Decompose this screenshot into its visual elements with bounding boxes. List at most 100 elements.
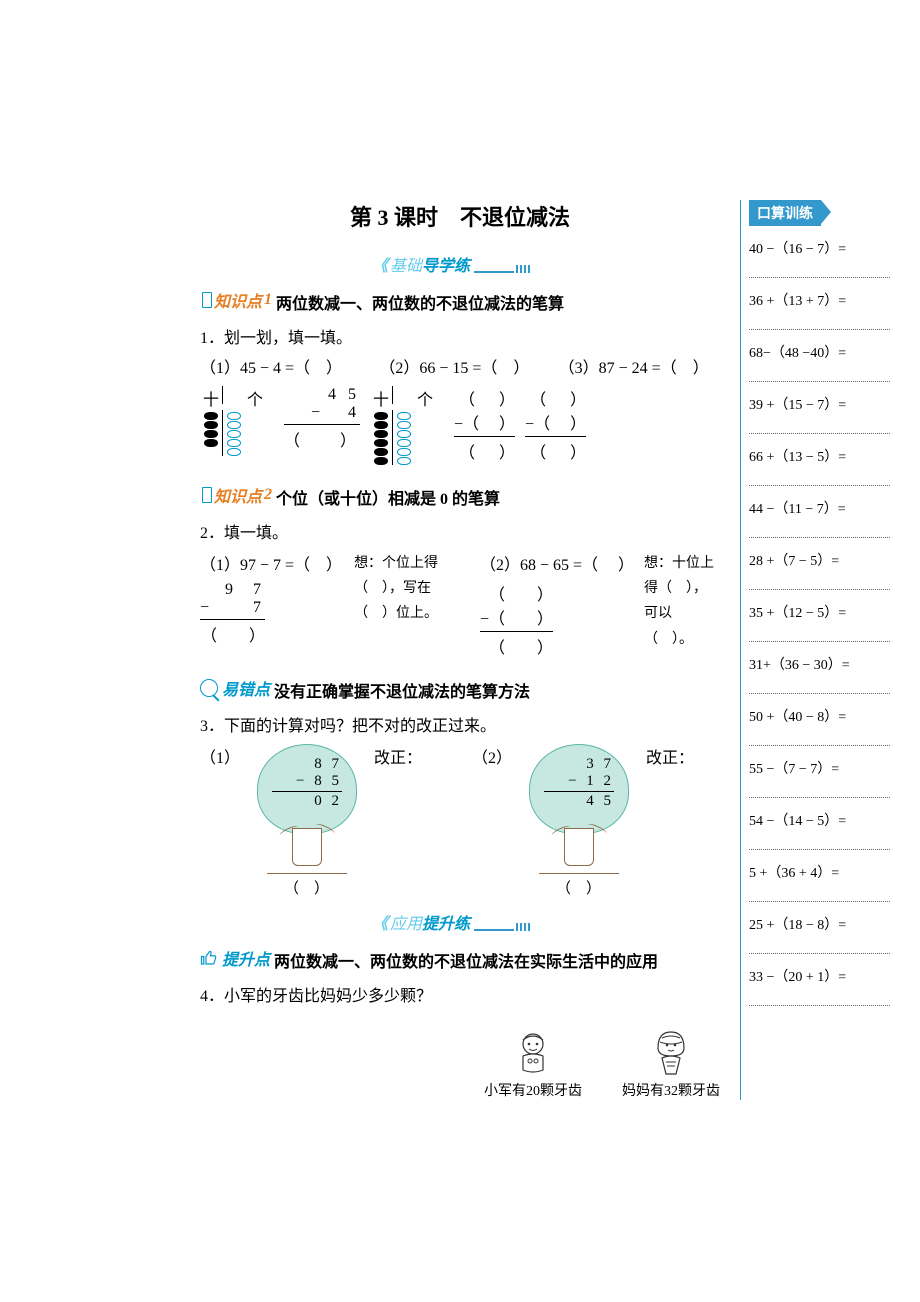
vertical-math-5: （ ） −（ ） （ ） [480, 581, 553, 658]
think-line: 想：个位上得 [354, 551, 438, 576]
think-line: 得（ ）， [644, 576, 720, 601]
kp1-title: 两位数减一、两位数的不退位减法的笔算 [276, 296, 564, 313]
answer-line [749, 472, 890, 486]
math-row: − 8 5 [272, 773, 342, 790]
kp-num: 1 [264, 291, 272, 309]
math-row: −（ ） [454, 410, 515, 434]
kp2-title: 个位（或十位）相减是 0 的笔算 [276, 491, 500, 508]
think-line: 想：十位上 [644, 551, 720, 576]
math-row: 3 7 [544, 756, 614, 773]
kp-prefix: 知识点 [214, 288, 262, 312]
q1-part2: （2）66 − 15 =（ ） [379, 354, 540, 378]
math-answer-blank: （ ） [454, 436, 515, 463]
math-row: −（ ） [525, 410, 586, 434]
place-value-table-2: 十个 [370, 386, 436, 465]
math-row: − 1 2 [544, 773, 614, 790]
question-2: 2．填一填。 [200, 519, 720, 543]
question-4: 4．小军的牙齿比妈妈少多少颗？ [200, 982, 720, 1006]
error-title: 没有正确掌握不退位减法的笔算方法 [274, 684, 530, 701]
answer-line [749, 524, 890, 538]
answer-line [749, 732, 890, 746]
math-row: 9 7 [200, 581, 265, 599]
child-caption: 小军有20颗牙齿 [484, 1080, 582, 1100]
math-row: 4 5 [544, 791, 614, 810]
lesson-title: 第 3 课时 不退位减法 [200, 200, 720, 232]
banner1-light: 基础 [390, 258, 422, 275]
mental-math-item: 5 +（36 + 4）= [749, 862, 890, 882]
place-value-table-1: 十个 [200, 386, 266, 456]
math-answer-blank: （ ） [480, 631, 553, 658]
mother-caption: 妈妈有32颗牙齿 [622, 1080, 720, 1100]
mental-math-item: 40 −（16 − 7）= [749, 238, 890, 258]
vertical-math-1: 4 5 − 4 （ ） [284, 386, 360, 456]
vertical-math-4: 9 7 − 7 （ ） [200, 581, 265, 646]
answer-line [749, 316, 890, 330]
math-row: − 7 [200, 599, 265, 617]
math-answer-blank: （ ） [284, 424, 360, 451]
q3-part2-label: （2） [472, 744, 512, 768]
knowledge-point-2-label: 知识点2 [200, 483, 272, 507]
banner-application: 应用提升练 [200, 910, 720, 934]
think-1: 想：个位上得 （ ），写在 （ ）位上。 [354, 551, 438, 627]
mental-math-item: 50 +（40 − 8）= [749, 706, 890, 726]
math-answer-blank: （ ） [525, 436, 586, 463]
answer-line [749, 368, 890, 382]
error-prefix: 易错点 [222, 676, 270, 700]
tree-problem-2: 3 7 − 1 2 4 5 （ ） [524, 744, 634, 874]
child-icon [508, 1026, 558, 1076]
mental-math-item: 36 +（13 + 7）= [749, 290, 890, 310]
think-2: 想：十位上 得（ ）， 可以（ ）。 [644, 551, 720, 652]
tens-label: 十 [200, 386, 222, 410]
answer-line [749, 784, 890, 798]
fix-label: 改正： [374, 744, 422, 768]
bookmark-icon [200, 291, 212, 309]
ones-label: 个 [244, 386, 266, 410]
mental-math-item: 44 −（11 − 7）= [749, 498, 890, 518]
q3-part1-label: （1） [200, 744, 240, 768]
kp-prefix: 知识点 [214, 483, 262, 507]
skill-point-label: 提升点 [200, 946, 270, 970]
question-1: 1．划一划，填一填。 [200, 324, 720, 348]
mother-icon [646, 1026, 696, 1076]
q1-part1: （1）45 − 4 =（ ） [200, 354, 361, 378]
question-3: 3．下面的计算对吗？把不对的改正过来。 [200, 712, 720, 736]
answer-line [749, 680, 890, 694]
mental-math-item: 55 −（7 − 7）= [749, 758, 890, 778]
thumbs-up-icon [200, 949, 218, 967]
answer-blank: （ ） [556, 877, 601, 898]
mental-math-item: 33 −（20 + 1）= [749, 966, 890, 986]
kp-num: 2 [264, 486, 272, 504]
error-point-label: 易错点 [200, 676, 270, 700]
mental-math-sidebar: 口算训练 40 −（16 − 7）=36 +（13 + 7）=68−（48 −4… [740, 200, 890, 1100]
q2-part1: （1）97 − 7 =（ ） [200, 551, 342, 575]
skill-title: 两位数减一、两位数的不退位减法在实际生活中的应用 [274, 954, 658, 971]
answer-line [749, 576, 890, 590]
banner2-bold: 提升练 [422, 916, 470, 933]
q2-part2: （2）68 − 65 =（ ） [480, 551, 632, 575]
mental-math-item: 39 +（15 − 7）= [749, 394, 890, 414]
knowledge-point-1-label: 知识点1 [200, 288, 272, 312]
banner2-light: 应用 [390, 916, 422, 933]
math-row: − 4 [284, 404, 360, 422]
mental-math-item: 54 −（14 − 5）= [749, 810, 890, 830]
tens-label: 十 [370, 386, 392, 410]
tree-problem-1: 8 7 − 8 5 0 2 （ ） [252, 744, 362, 874]
magnifier-icon [200, 679, 218, 697]
answer-line [749, 628, 890, 642]
mental-math-item: 28 +（7 − 5）= [749, 550, 890, 570]
fix-label: 改正： [646, 744, 694, 768]
answer-line [749, 420, 890, 434]
answer-line [749, 836, 890, 850]
think-line: （ ）位上。 [354, 601, 438, 626]
vertical-math-2: （ ） −（ ） （ ） [454, 386, 515, 465]
banner-basics: 基础导学练 [200, 252, 720, 276]
mental-math-item: 66 +（13 − 5）= [749, 446, 890, 466]
mental-math-item: 68−（48 −40）= [749, 342, 890, 362]
math-answer-blank: （ ） [200, 619, 265, 646]
mental-math-item: 25 +（18 − 8）= [749, 914, 890, 934]
mental-math-item: 35 +（12 − 5）= [749, 602, 890, 622]
think-line: （ ），写在 [354, 576, 438, 601]
q1-part3: （3）87 − 24 =（ ） [559, 354, 720, 378]
answer-line [749, 940, 890, 954]
math-row: （ ） [480, 581, 553, 605]
